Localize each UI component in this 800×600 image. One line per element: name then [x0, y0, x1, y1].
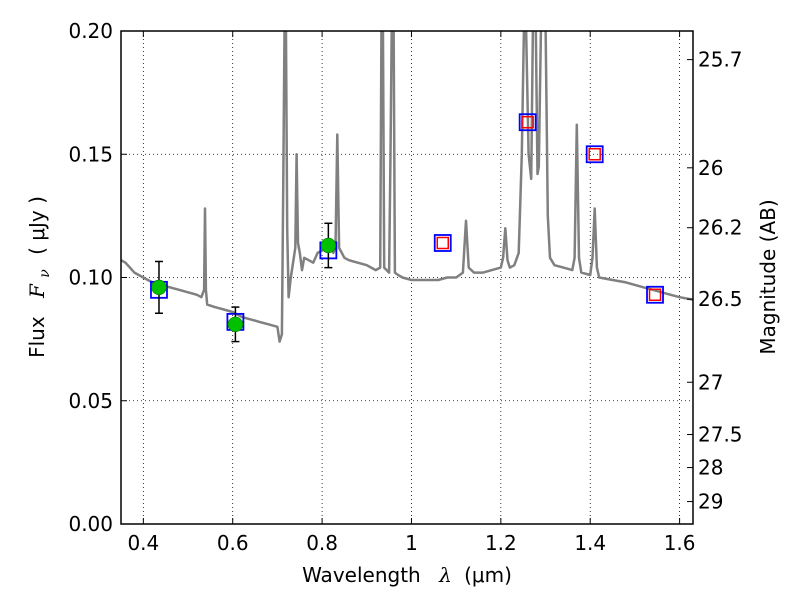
observed-photometry-point	[320, 237, 337, 254]
plot-area	[121, 31, 693, 343]
right-tick-label: 27.5	[698, 423, 743, 447]
model-photometry-square	[433, 234, 452, 252]
series-group	[121, 31, 693, 343]
x-tick-label: 1.4	[574, 531, 606, 555]
x-tick-label: 1.6	[664, 531, 696, 555]
y-tick-label: 0.20	[68, 19, 113, 43]
axis-ticks: 0.4 0.6 0.8 1 1.2 1.4 1.6 0.00 0.05 0.10 0.15 0.20 2…	[68, 19, 742, 555]
model-photometry-square	[518, 113, 537, 132]
x-tick-label: 0.4	[127, 531, 159, 555]
upper-limit-square	[436, 236, 449, 250]
y-axis-symbol: F	[25, 283, 49, 299]
x-axis-label: Wavelength λ (μm)	[302, 563, 512, 587]
x-tick-label: 0.8	[306, 531, 338, 555]
y-axis-unit: ( μJy )	[25, 196, 49, 255]
y-tick-label: 0.10	[68, 266, 113, 290]
right-tick-label: 26	[698, 156, 723, 180]
observed-photometry-point	[151, 279, 167, 296]
right-tick-label: 27	[698, 370, 723, 394]
right-tick-label: 25.7	[698, 48, 743, 72]
right-tick-label: 28	[698, 456, 723, 480]
x-tick-label: 1	[405, 531, 418, 555]
y-tick-label: 0.00	[68, 512, 113, 536]
x-tick-label: 0.6	[217, 531, 249, 555]
y-axis-label-text: Flux	[25, 316, 49, 358]
markers	[150, 113, 664, 343]
x-axis-symbol: λ	[438, 563, 452, 587]
observed-photometry-point	[227, 316, 244, 333]
model-photometry-square	[585, 145, 604, 164]
y-axis-subscript: ν	[37, 269, 53, 278]
y-tick-label: 0.05	[68, 389, 113, 413]
x-axis-unit: (μm)	[464, 563, 512, 587]
upper-limit-square	[588, 148, 601, 161]
right-axis-label: Magnitude (AB)	[756, 199, 780, 354]
right-tick-label: 26.5	[698, 287, 743, 311]
model-photometry-square	[646, 285, 664, 304]
y-tick-label: 0.15	[68, 142, 113, 166]
sed-model-line	[121, 31, 693, 343]
upper-limit-square	[648, 288, 662, 302]
right-tick-label: 26.2	[698, 216, 743, 240]
x-axis-label-text: Wavelength	[302, 563, 421, 587]
upper-limit-square	[521, 115, 534, 129]
right-tick-label: 29	[698, 490, 723, 514]
x-tick-label: 1.2	[485, 531, 517, 555]
y-axis-label: Flux F ν ( μJy )	[25, 196, 54, 358]
